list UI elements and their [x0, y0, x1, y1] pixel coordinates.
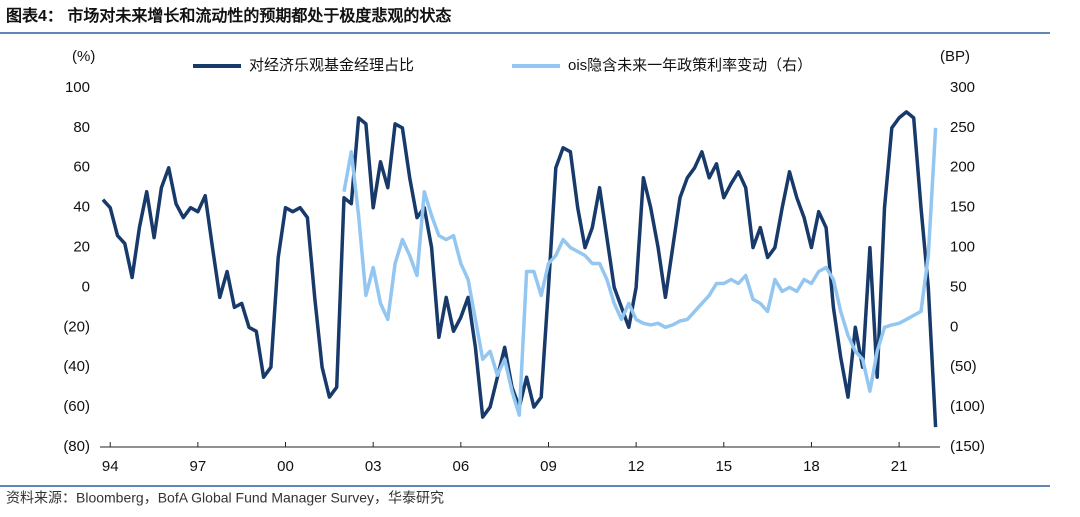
legend-label: ois隐含未来一年政策利率变动（右）: [568, 57, 812, 74]
y2-axis-label: (BP): [940, 48, 970, 65]
series-line: [101, 110, 938, 428]
y-tick-label: (60): [63, 398, 90, 415]
y2-tick-label: 200: [950, 159, 975, 176]
x-tick-label: 15: [715, 458, 732, 475]
x-tick-label: 06: [452, 458, 469, 475]
x-tick-label: 97: [190, 458, 207, 475]
x-tick-label: 21: [891, 458, 908, 475]
y-tick-label: 60: [73, 159, 90, 176]
y-tick-label: 100: [65, 79, 90, 96]
y2-tick-label: 100: [950, 239, 975, 256]
y-axis-label: (%): [72, 48, 95, 65]
y2-tick-label: 250: [950, 119, 975, 136]
x-tick-label: 18: [803, 458, 820, 475]
y-tick-label: 20: [73, 239, 90, 256]
series-line: [342, 127, 938, 417]
x-tick-label: 09: [540, 458, 557, 475]
chart-title: 图表4： 市场对未来增长和流动性的预期都处于极度悲观的状态: [6, 6, 451, 25]
x-tick-label: 00: [277, 458, 294, 475]
y-tick-label: 40: [73, 199, 90, 216]
y2-tick-label: (50): [950, 358, 977, 375]
y2-tick-label: 300: [950, 79, 975, 96]
y2-tick-label: (150): [950, 438, 985, 455]
x-tick-label: 03: [365, 458, 382, 475]
legend-label: 对经济乐观基金经理占比: [249, 57, 414, 74]
x-tick-label: 12: [628, 458, 645, 475]
y2-tick-label: 50: [950, 278, 967, 295]
y-tick-label: (40): [63, 358, 90, 375]
y-tick-label: 80: [73, 119, 90, 136]
y2-tick-label: (100): [950, 398, 985, 415]
y2-tick-label: 150: [950, 199, 975, 216]
y2-tick-label: 0: [950, 318, 958, 335]
x-tick-label: 94: [102, 458, 119, 475]
y-tick-label: (80): [63, 438, 90, 455]
source-note: 资料来源：Bloomberg，BofA Global Fund Manager …: [6, 490, 444, 506]
y-tick-label: 0: [82, 278, 90, 295]
y-tick-label: (20): [63, 318, 90, 335]
